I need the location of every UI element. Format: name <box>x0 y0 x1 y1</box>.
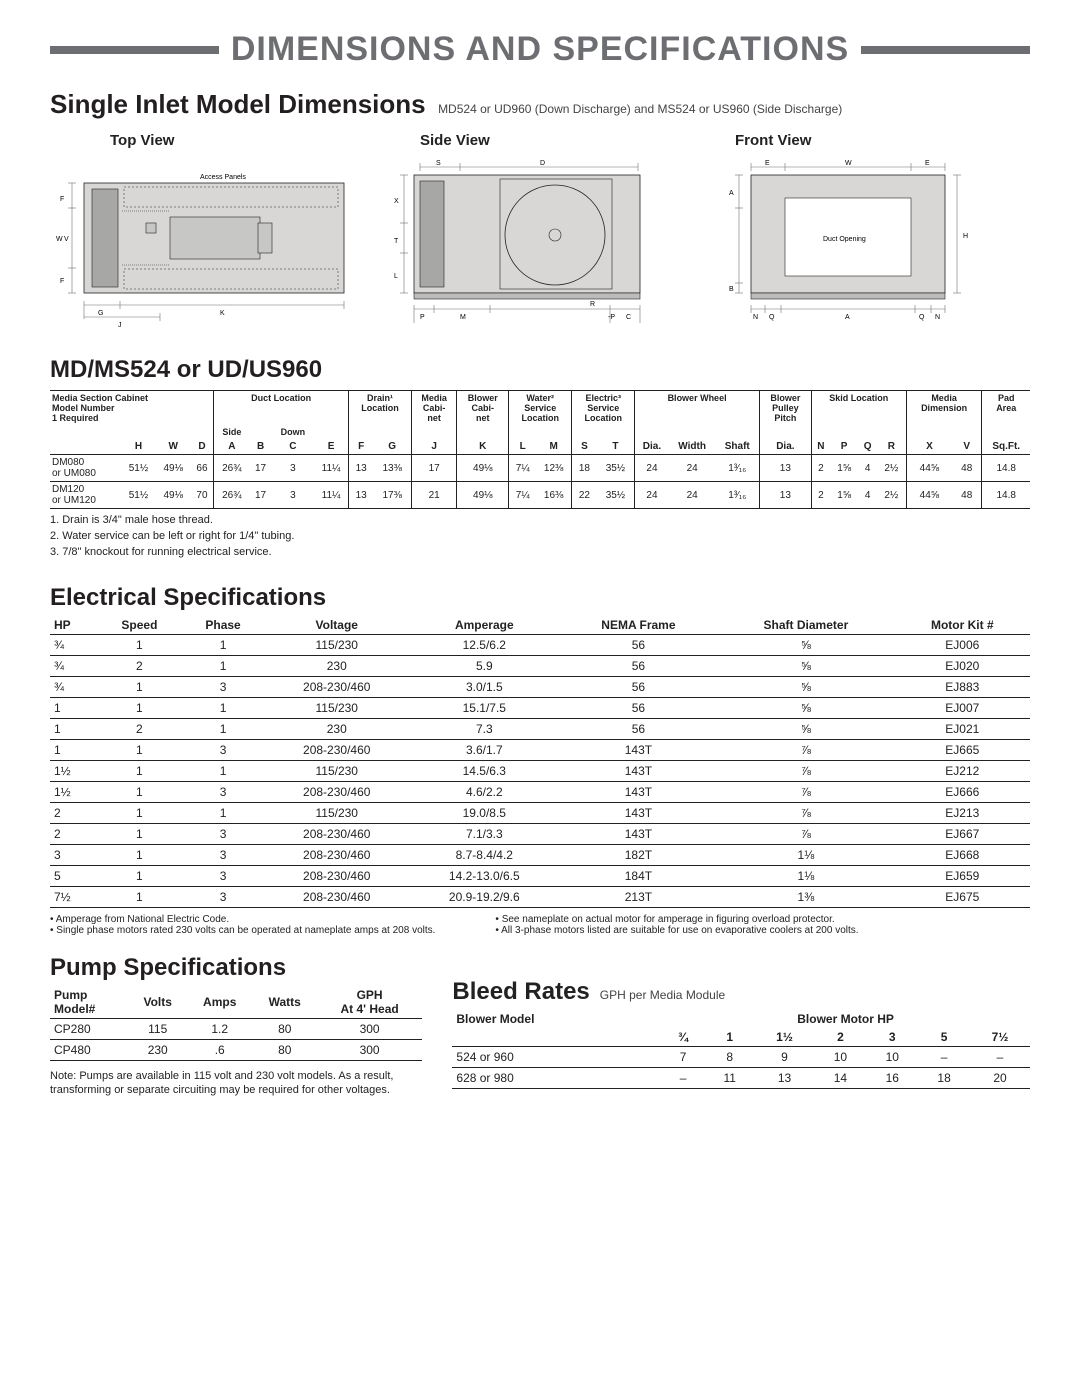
dimensions-table: Media Section CabinetModel Number1 Requi… <box>50 390 1030 509</box>
side-view-diagram: S D X T L <box>390 153 670 333</box>
svg-text:N: N <box>935 314 940 321</box>
svg-text:F: F <box>60 278 64 285</box>
elec-bullets: Amperage from National Electric Code.Sin… <box>50 914 1030 936</box>
svg-text:X: X <box>394 198 399 205</box>
title-bar: DIMENSIONS AND SPECIFICATIONS <box>50 30 1030 69</box>
svg-text:B: B <box>729 286 734 293</box>
side-view: Side View S D X T L <box>390 132 695 338</box>
svg-text:P: P <box>420 314 425 321</box>
svg-text:S: S <box>436 160 441 167</box>
pump-section: Pump Specifications PumpModel#VoltsAmpsW… <box>50 954 422 1099</box>
bleed-heading: Bleed Rates <box>452 978 589 1006</box>
side-view-label: Side View <box>390 132 695 149</box>
svg-text:E: E <box>765 160 770 167</box>
svg-text:L: L <box>394 273 398 280</box>
svg-text:W: W <box>845 160 852 167</box>
svg-text:M: M <box>460 314 466 321</box>
svg-text:R: R <box>590 301 595 308</box>
svg-text:F: F <box>60 196 64 203</box>
pump-note: Note: Pumps are available in 115 volt an… <box>50 1069 422 1099</box>
svg-text:G: G <box>98 310 103 317</box>
electrical-table: HPSpeedPhaseVoltageAmperageNEMA FrameSha… <box>50 616 1030 908</box>
pump-table: PumpModel#VoltsAmpsWattsGPHAt 4' HeadCP2… <box>50 986 422 1061</box>
views-row: Top View F W V F Access Panels <box>50 132 1030 338</box>
svg-text:C: C <box>626 314 631 321</box>
main-section-subtext: MD524 or UD960 (Down Discharge) and MS52… <box>438 102 842 116</box>
bleed-section: Bleed Rates GPH per Media Module Blower … <box>452 954 1030 1099</box>
top-view-diagram: F W V F Access Panels <box>50 153 360 333</box>
elec-bullets-right: See nameplate on actual motor for ampera… <box>495 914 858 936</box>
elec-bullets-left: Amperage from National Electric Code.Sin… <box>50 914 435 936</box>
dim-footnotes: 1. Drain is 3/4" male hose thread.2. Wat… <box>50 513 1030 560</box>
svg-text:D: D <box>540 160 545 167</box>
title-rule-left <box>50 46 219 54</box>
title-rule-right <box>861 46 1030 54</box>
main-section-heading: Single Inlet Model Dimensions <box>50 89 426 119</box>
bottom-row: Pump Specifications PumpModel#VoltsAmpsW… <box>50 954 1030 1099</box>
page-title: DIMENSIONS AND SPECIFICATIONS <box>219 30 861 69</box>
svg-text:N: N <box>753 314 758 321</box>
bleed-table: Blower ModelBlower Motor HP¾11½2357½524 … <box>452 1010 1030 1089</box>
elec-heading: Electrical Specifications <box>50 584 1030 612</box>
svg-text:A: A <box>845 314 850 321</box>
svg-text:Access Panels: Access Panels <box>200 174 246 181</box>
main-section-row: Single Inlet Model Dimensions MD524 or U… <box>50 89 1030 120</box>
bleed-sub: GPH per Media Module <box>600 988 725 1002</box>
svg-text:E: E <box>925 160 930 167</box>
svg-text:V: V <box>64 236 69 243</box>
pump-heading: Pump Specifications <box>50 954 422 982</box>
svg-text:Q: Q <box>919 314 925 321</box>
top-view-label: Top View <box>50 132 360 149</box>
svg-text:T: T <box>394 238 399 245</box>
dim-table-heading: MD/MS524 or UD/US960 <box>50 356 1030 384</box>
svg-text:K: K <box>220 310 225 317</box>
front-view: Front View E W E A B <box>725 132 1030 338</box>
top-view: Top View F W V F Access Panels <box>50 132 360 338</box>
svg-text:W: W <box>56 236 63 243</box>
svg-text:Duct Opening: Duct Opening <box>823 236 866 243</box>
svg-text:H: H <box>963 233 968 240</box>
svg-text:J: J <box>118 322 122 329</box>
front-view-label: Front View <box>725 132 1030 149</box>
svg-text:-P: -P <box>608 314 615 321</box>
svg-text:A: A <box>729 190 734 197</box>
front-view-diagram: E W E A B H Duct Opening <box>725 153 975 333</box>
bleed-heading-row: Bleed Rates GPH per Media Module <box>452 978 1030 1006</box>
svg-text:Q: Q <box>769 314 775 321</box>
spec-sheet-page: DIMENSIONS AND SPECIFICATIONS Single Inl… <box>0 0 1080 1138</box>
